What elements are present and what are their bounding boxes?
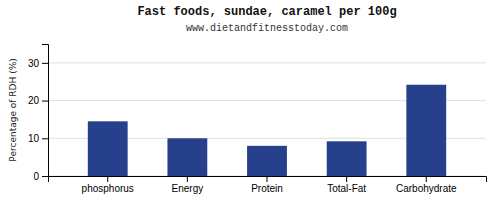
x-tick-mark <box>346 176 347 182</box>
x-tick: Carbohydrate <box>396 176 457 194</box>
x-tick: Energy <box>172 176 204 194</box>
x-tick-label: Total-Fat <box>327 183 366 194</box>
grid-line <box>48 62 486 63</box>
bar <box>327 141 367 176</box>
bar <box>406 85 446 176</box>
x-tick: phosphorus <box>82 176 134 194</box>
y-axis: 0 10 20 30 <box>28 45 49 182</box>
x-axis: phosphorus Energy Protein Total-Fat Carbohyd… <box>49 176 487 194</box>
x-tick: Total-Fat <box>327 176 366 194</box>
x-tick-mark <box>426 176 427 182</box>
x-tick-mark <box>107 176 108 182</box>
x-axis-line <box>49 177 487 183</box>
y-tick-mark <box>42 176 48 177</box>
x-tick-label: Protein <box>251 183 283 194</box>
x-tick-label: Energy <box>172 183 204 194</box>
x-tick-mark <box>187 176 188 182</box>
chart-container: 0 10 20 30 phosphorus Energy Protein Total-Fat C… <box>0 0 500 200</box>
grid <box>48 63 486 176</box>
x-tick-label: phosphorus <box>82 183 134 194</box>
y-tick: 10 <box>28 133 48 144</box>
bars <box>88 85 446 176</box>
plot-area: 0 10 20 30 phosphorus Energy Protein Total-Fat C… <box>28 45 487 195</box>
y-tick: 0 <box>33 171 48 182</box>
y-axis-title: Percentage of RDH (%) <box>8 58 18 161</box>
subtitle: www.dietandfitnesstoday.com <box>186 23 348 34</box>
y-axis-line <box>42 45 49 177</box>
y-tick-mark <box>42 63 48 64</box>
x-tick-mark <box>267 176 268 182</box>
y-tick-mark <box>42 138 48 139</box>
y-tick: 30 <box>28 58 48 69</box>
y-tick-label: 20 <box>28 95 40 106</box>
y-tick-label: 10 <box>28 133 40 144</box>
x-tick: Protein <box>251 176 283 194</box>
y-tick-mark <box>42 101 48 102</box>
y-tick-label: 0 <box>33 171 39 182</box>
bar <box>247 146 287 176</box>
bar <box>167 138 207 176</box>
x-tick-label: Carbohydrate <box>396 183 457 194</box>
y-tick: 20 <box>28 95 48 106</box>
y-tick-label: 30 <box>28 58 40 69</box>
chart-svg: 0 10 20 30 phosphorus Energy Protein Total-Fat C… <box>0 0 500 200</box>
bar <box>88 121 128 176</box>
title: Fast foods, sundae, caramel per 100g <box>137 5 396 19</box>
